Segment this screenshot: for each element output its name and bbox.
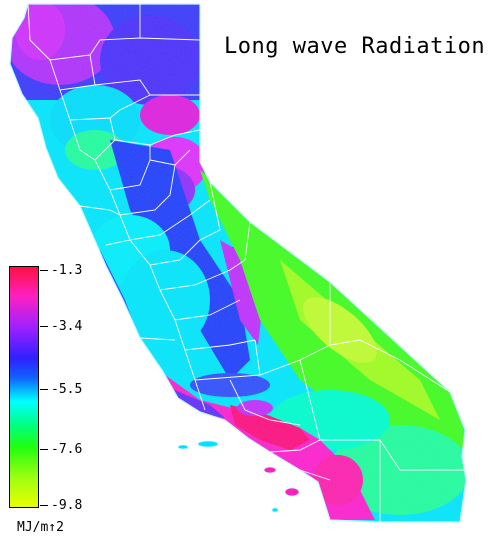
legend-tick xyxy=(40,449,48,450)
legend-unit-label: MJ/m↑2 xyxy=(17,520,64,535)
channel-islands xyxy=(177,440,300,513)
state-outline xyxy=(9,3,467,523)
legend-tick xyxy=(40,389,48,390)
county-boundaries xyxy=(27,3,465,522)
legend-tick-label: -5.5 xyxy=(51,382,83,397)
legend-tick-label: -7.6 xyxy=(51,442,83,457)
legend-tick xyxy=(40,270,48,271)
legend-tick-label: -9.8 xyxy=(51,498,83,513)
legend-tick-label: -1.3 xyxy=(51,263,83,278)
map-title: Long wave Radiation xyxy=(224,34,486,59)
legend-tick xyxy=(40,505,48,506)
legend-tick-label: -3.4 xyxy=(51,319,83,334)
legend-colorbar xyxy=(9,266,39,508)
legend-tick xyxy=(40,326,48,327)
